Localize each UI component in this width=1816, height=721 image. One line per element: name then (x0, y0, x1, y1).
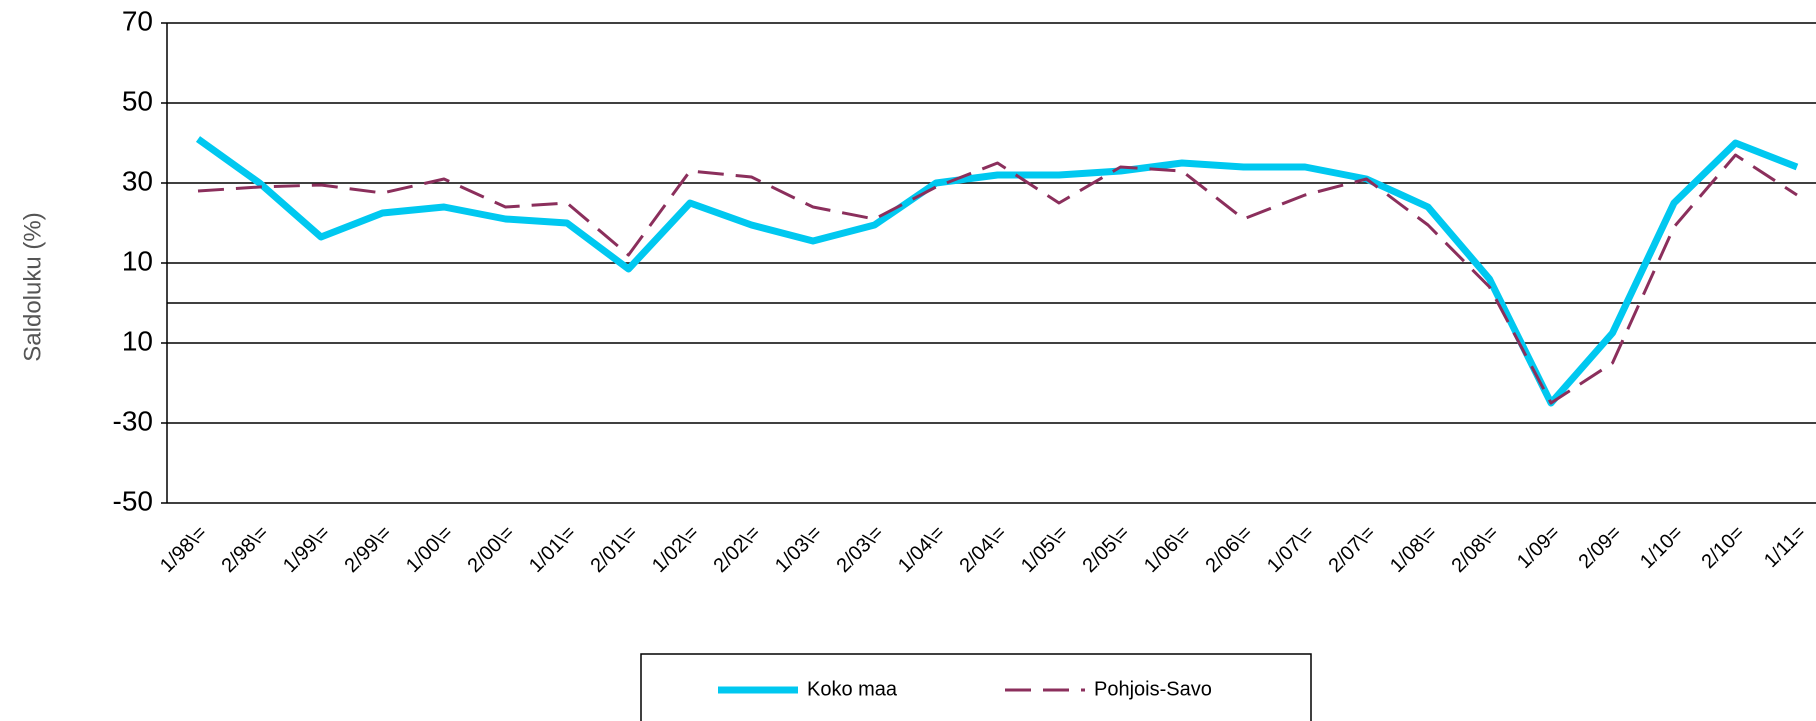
x-tick-label: 1/05\= (1017, 522, 1072, 577)
x-tick-label: 2/04\= (955, 522, 1010, 577)
x-tick-label: 2/06\= (1201, 522, 1256, 577)
x-tick-label: 1/00\= (402, 522, 457, 577)
x-tick-label: 1/10= (1636, 522, 1687, 573)
y-tick-label: 10 (122, 325, 153, 356)
x-tick-label: 1/01\= (525, 522, 580, 577)
x-tick-label: 1/07\= (1263, 522, 1318, 577)
y-tick-label: 10 (122, 245, 153, 276)
x-tick-label: 1/99\= (279, 522, 334, 577)
y-tick-label: -50 (113, 485, 153, 516)
y-tick-label: -30 (113, 405, 153, 436)
legend-label: Koko maa (807, 678, 898, 700)
x-tick-label: 2/05\= (1078, 522, 1133, 577)
x-tick-label: 2/09= (1574, 522, 1625, 573)
x-tick-label: 2/08\= (1447, 522, 1502, 577)
x-tick-label: 2/98\= (217, 522, 272, 577)
series-line (197, 153, 1798, 405)
series-line (195, 136, 1799, 407)
x-tick-label: 2/07\= (1324, 522, 1379, 577)
x-tick-label: 2/03\= (832, 522, 887, 577)
legend-label: Pohjois-Savo (1094, 678, 1212, 700)
x-tick-label: 2/01\= (586, 522, 641, 577)
y-tick-label: 70 (122, 5, 153, 36)
y-axis-label: Saldoluku (%) (19, 212, 46, 361)
x-tick-label: 1/11= (1760, 522, 1810, 572)
x-tick-label: 1/04\= (894, 522, 949, 577)
x-tick-label: 1/09= (1513, 522, 1564, 573)
y-tick-label: 30 (122, 165, 153, 196)
x-tick-label: 1/06\= (1140, 522, 1195, 577)
x-tick-label: 1/02\= (648, 522, 703, 577)
x-tick-label: 2/00\= (463, 522, 518, 577)
x-tick-label: 2/02\= (709, 522, 764, 577)
y-tick-label: 50 (122, 85, 153, 116)
x-tick-label: 1/08\= (1386, 522, 1441, 577)
x-tick-label: 2/10= (1697, 522, 1748, 573)
x-tick-label: 1/03\= (771, 522, 826, 577)
x-tick-label: 2/99\= (340, 522, 395, 577)
x-tick-label: 1/98\= (156, 522, 211, 577)
